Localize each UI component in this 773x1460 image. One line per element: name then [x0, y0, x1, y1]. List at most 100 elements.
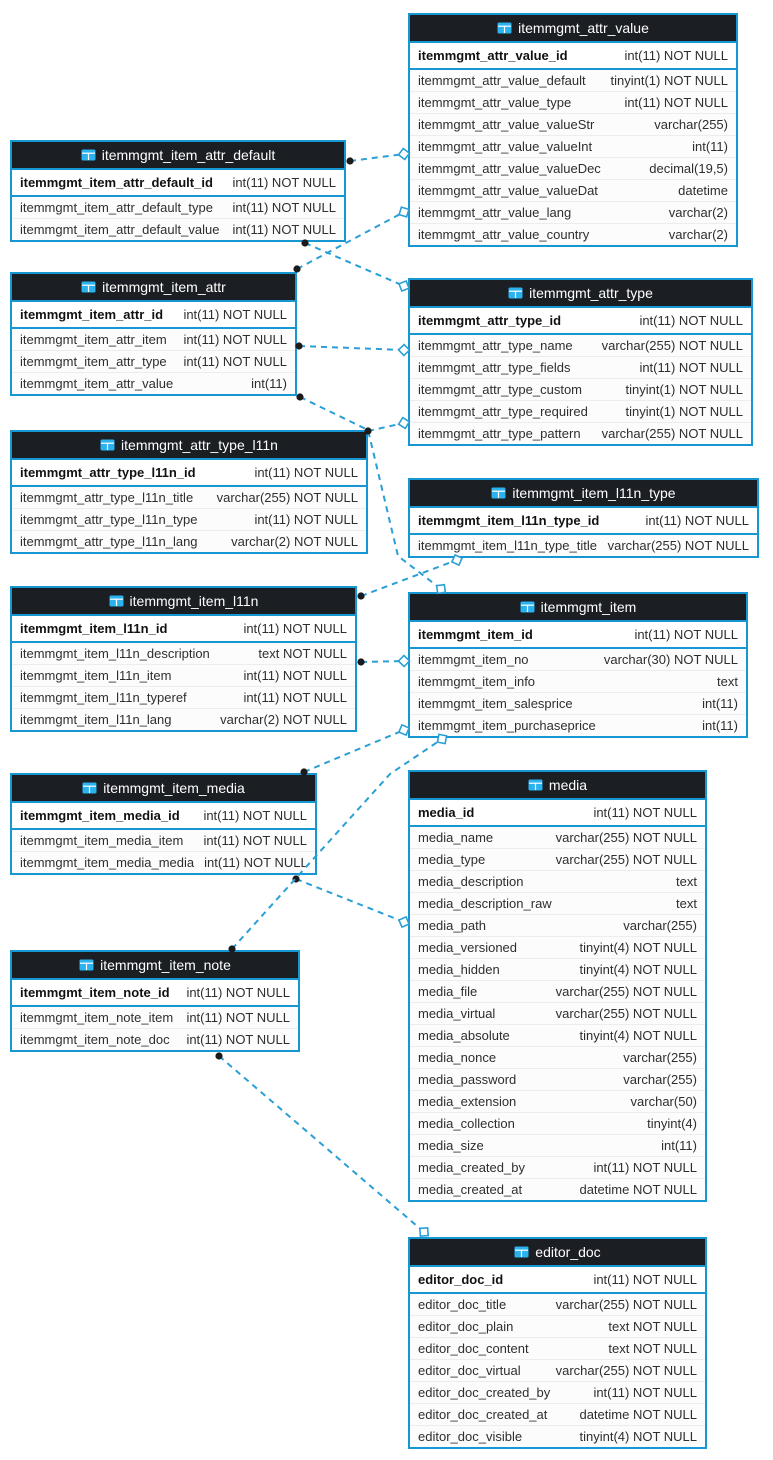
table-header: itemmgmt_item_l11n — [12, 588, 355, 616]
column-row: itemmgmt_attr_type_l11n_type int(11) NOT … — [12, 509, 366, 531]
table-itemmgmt_item_media[interactable]: itemmgmt_item_media itemmgmt_item_media_i… — [10, 773, 317, 875]
column-name: itemmgmt_attr_type_required — [418, 403, 588, 419]
relation-source-dot — [215, 1052, 223, 1060]
primary-key-row: media_id int(11) NOT NULL — [410, 800, 705, 827]
column-type: int(11) NOT NULL — [254, 465, 358, 480]
relation-target-diamond — [418, 1226, 430, 1238]
column-name: itemmgmt_item_l11n_description — [20, 645, 210, 661]
column-row: itemmgmt_attr_type_custom tinyint(1) NOT … — [410, 379, 751, 401]
column-row: media_created_by int(11) NOT NULL — [410, 1157, 705, 1179]
column-type: tinyint(4) NOT NULL — [579, 961, 697, 977]
column-type: int(11) NOT NULL — [186, 1009, 290, 1025]
primary-key-row: itemmgmt_item_id int(11) NOT NULL — [410, 622, 746, 649]
column-type: int(11) NOT NULL — [624, 94, 728, 110]
column-row: media_description text — [410, 871, 705, 893]
table-header: itemmgmt_item_l11n_type — [410, 480, 757, 508]
column-row: editor_doc_virtual varchar(255) NOT NULL — [410, 1360, 705, 1382]
column-type: int(11) NOT NULL — [183, 353, 287, 369]
column-name: media_versioned — [418, 939, 518, 955]
column-type: varchar(255) NOT NULL — [555, 1005, 697, 1021]
column-type: int(11) — [692, 138, 728, 154]
column-name: itemmgmt_attr_type_id — [418, 313, 562, 328]
column-type: int(11) NOT NULL — [186, 1031, 290, 1047]
relation-line-item-media-media-to-media — [295, 878, 405, 923]
column-row: editor_doc_created_by int(11) NOT NULL — [410, 1382, 705, 1404]
column-type: datetime NOT NULL — [579, 1181, 697, 1197]
column-name: media_created_by — [418, 1159, 525, 1175]
column-name: itemmgmt_item_note_item — [20, 1009, 174, 1025]
column-name: media_description — [418, 873, 524, 889]
table-itemmgmt_attr_type_l11n[interactable]: itemmgmt_attr_type_l11n itemmgmt_attr_typ… — [10, 430, 368, 554]
column-type: int(11) NOT NULL — [204, 854, 308, 870]
column-row: itemmgmt_item_no varchar(30) NOT NULL — [410, 649, 746, 671]
column-name: media_extension — [418, 1093, 517, 1109]
column-name: itemmgmt_item_media_media — [20, 854, 195, 870]
column-name: media_name — [418, 829, 494, 845]
column-type: int(11) NOT NULL — [593, 1384, 697, 1400]
table-itemmgmt_item_note[interactable]: itemmgmt_item_note itemmgmt_item_note_id i… — [10, 950, 300, 1052]
column-row: itemmgmt_attr_value_valueStr varchar(255) — [410, 114, 736, 136]
column-row: media_collection tinyint(4) — [410, 1113, 705, 1135]
column-row: media_hidden tinyint(4) NOT NULL — [410, 959, 705, 981]
table-icon — [82, 782, 97, 794]
table-itemmgmt_item_l11n_type[interactable]: itemmgmt_item_l11n_type itemmgmt_item_l11… — [408, 478, 759, 558]
table-itemmgmt_item_l11n[interactable]: itemmgmt_item_l11n itemmgmt_item_l11n_id i… — [10, 586, 357, 732]
table-header: media — [410, 772, 705, 800]
column-name: media_file — [418, 983, 478, 999]
column-row: media_versioned tinyint(4) NOT NULL — [410, 937, 705, 959]
column-name: itemmgmt_attr_type_l11n_lang — [20, 533, 198, 549]
table-header: itemmgmt_item_note — [12, 952, 298, 980]
column-row: itemmgmt_attr_value_country varchar(2) — [410, 224, 736, 245]
table-icon — [491, 487, 506, 499]
column-row: itemmgmt_attr_type_pattern varchar(255) N… — [410, 423, 751, 444]
column-name: media_size — [418, 1137, 484, 1153]
relation-line-attr-type-l11n-type-to-attr-type — [367, 422, 405, 432]
column-name: itemmgmt_attr_value_id — [418, 48, 568, 63]
column-row: editor_doc_content text NOT NULL — [410, 1338, 705, 1360]
column-type: varchar(255) NOT NULL — [601, 425, 743, 441]
column-row: itemmgmt_item_attr_default_value int(11) … — [12, 219, 344, 240]
column-row: itemmgmt_attr_value_valueDat datetime — [410, 180, 736, 202]
table-itemmgmt_item_attr[interactable]: itemmgmt_item_attr itemmgmt_item_attr_id i… — [10, 272, 297, 396]
column-name: itemmgmt_attr_value_type — [418, 94, 572, 110]
column-type: text NOT NULL — [258, 645, 347, 661]
column-type: tinyint(4) NOT NULL — [579, 1428, 697, 1444]
column-name: itemmgmt_item_attr_item — [20, 331, 167, 347]
primary-key-row: itemmgmt_item_note_id int(11) NOT NULL — [12, 980, 298, 1007]
table-title: itemmgmt_item_media — [103, 780, 245, 796]
column-type: int(11) NOT NULL — [243, 667, 347, 683]
relation-source-dot — [346, 157, 354, 165]
column-type: int(11) NOT NULL — [232, 221, 336, 237]
column-type: text — [676, 895, 697, 911]
table-itemmgmt_item_attr_default[interactable]: itemmgmt_item_attr_default itemmgmt_item_… — [10, 140, 346, 242]
column-name: editor_doc_created_at — [418, 1406, 548, 1422]
column-name: media_password — [418, 1071, 517, 1087]
table-icon — [81, 149, 96, 161]
table-editor_doc[interactable]: editor_doc editor_doc_id int(11) NOT NULL e… — [408, 1237, 707, 1449]
column-row: itemmgmt_item_note_item int(11) NOT NULL — [12, 1007, 298, 1029]
table-title: itemmgmt_attr_type — [529, 285, 653, 301]
table-icon — [520, 601, 535, 613]
column-type: int(11) NOT NULL — [186, 985, 290, 1000]
column-type: int(11) NOT NULL — [593, 805, 697, 820]
column-row: itemmgmt_attr_type_required tinyint(1) NO… — [410, 401, 751, 423]
column-row: itemmgmt_attr_value_default tinyint(1) NO… — [410, 70, 736, 92]
table-title: editor_doc — [535, 1244, 601, 1260]
column-type: decimal(19,5) — [649, 160, 728, 176]
column-row: itemmgmt_item_attr_item int(11) NOT NULL — [12, 329, 295, 351]
table-icon — [514, 1246, 529, 1258]
column-type: int(11) — [251, 375, 287, 391]
table-itemmgmt_item[interactable]: itemmgmt_item itemmgmt_item_id int(11) NOT… — [408, 592, 748, 738]
table-itemmgmt_attr_value[interactable]: itemmgmt_attr_value itemmgmt_attr_value_i… — [408, 13, 738, 247]
column-name: itemmgmt_attr_type_fields — [418, 359, 571, 375]
relation-source-dot — [357, 592, 365, 600]
column-type: varchar(255) NOT NULL — [555, 983, 697, 999]
column-name: itemmgmt_item_attr_default_type — [20, 199, 213, 215]
column-row: itemmgmt_item_attr_type int(11) NOT NULL — [12, 351, 295, 373]
column-type: tinyint(4) NOT NULL — [579, 1027, 697, 1043]
column-row: media_extension varchar(50) — [410, 1091, 705, 1113]
column-type: tinyint(4) NOT NULL — [579, 939, 697, 955]
column-type: varchar(2) — [668, 204, 728, 220]
